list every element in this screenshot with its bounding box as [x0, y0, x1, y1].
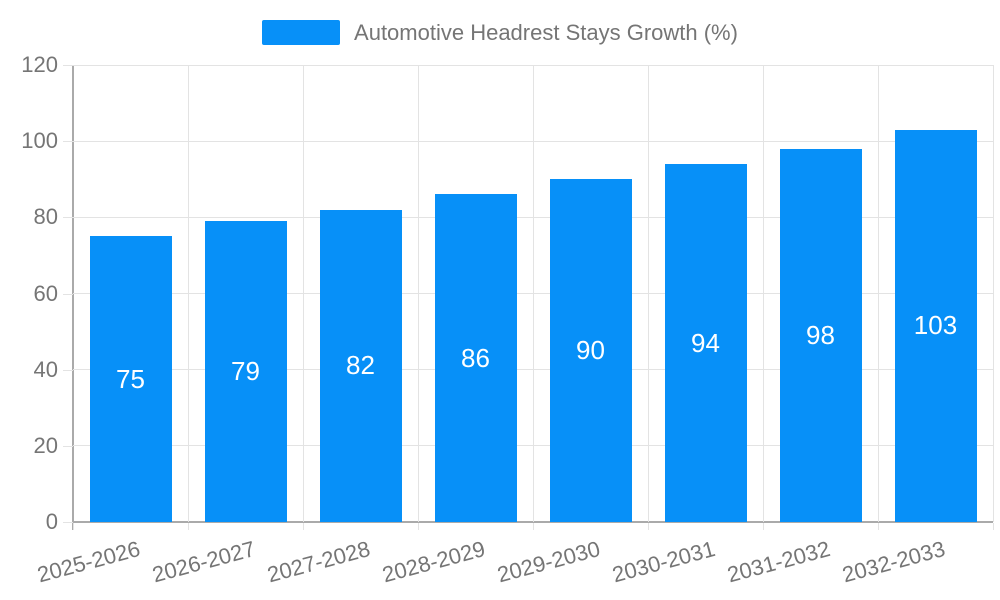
gridline-x-4 — [532, 65, 534, 522]
x-tick-label-2032-2033: 2032-2033 — [839, 536, 948, 588]
y-tick-mark — [63, 293, 73, 295]
y-tick-mark — [63, 65, 73, 66]
x-tick-mark — [647, 523, 649, 530]
y-axis-line — [72, 65, 74, 530]
bar-2028-2029: 86 — [434, 194, 517, 522]
x-tick-mark — [187, 523, 189, 530]
x-tick-mark — [302, 523, 304, 530]
y-tick-mark — [63, 369, 73, 371]
bar-value-label: 79 — [231, 356, 260, 387]
x-axis-tick-labels: 2025-2026 2026-2027 2027-2028 2028-2029 2029… — [35, 536, 993, 596]
y-axis-tick-labels: 0 20 40 60 80 100 120 — [0, 53, 58, 534]
x-tick-label-2025-2026: 2025-2026 — [34, 536, 143, 588]
gridline-x-3 — [417, 65, 419, 522]
bar-2025-2026: 75 — [89, 236, 172, 522]
bar-value-label: 82 — [346, 350, 375, 381]
y-tick-label-120: 120 — [21, 52, 58, 77]
y-tick-mark — [63, 217, 73, 219]
x-tick-label-2029-2030: 2029-2030 — [494, 536, 603, 588]
plot-area: 75 79 82 86 90 94 98 103 — [73, 64, 994, 522]
y-tick-label-0: 0 — [45, 509, 58, 534]
bar-value-label: 98 — [806, 319, 835, 350]
gridline-x-7 — [877, 65, 879, 522]
bar-2029-2030: 90 — [549, 179, 632, 522]
bar-2030-2031: 94 — [664, 164, 747, 522]
bar-2032-2033: 103 — [894, 129, 977, 522]
y-tick-mark — [63, 522, 73, 523]
bar-value-label: 86 — [461, 342, 490, 373]
y-tick-label-60: 60 — [33, 280, 58, 306]
y-tick-label-40: 40 — [33, 356, 58, 382]
gridline-x-8 — [992, 65, 994, 522]
legend-label: Automotive Headrest Stays Growth (%) — [354, 20, 738, 45]
x-tick-mark — [762, 523, 764, 530]
x-tick-label-2027-2028: 2027-2028 — [264, 536, 373, 588]
gridline-x-2 — [302, 65, 304, 522]
x-tick-label-2026-2027: 2026-2027 — [149, 536, 258, 588]
x-tick-mark — [992, 523, 994, 530]
bar-value-label: 103 — [913, 310, 958, 341]
legend-swatch — [262, 20, 341, 45]
y-tick-mark — [63, 141, 73, 143]
chart-legend[interactable]: Automotive Headrest Stays Growth (%) — [0, 20, 1000, 45]
x-tick-label-2030-2031: 2030-2031 — [609, 536, 718, 588]
y-tick-label-80: 80 — [33, 204, 58, 230]
x-tick-mark — [532, 523, 534, 530]
x-tick-mark — [72, 523, 74, 530]
bar-value-label: 94 — [691, 327, 720, 358]
y-tick-label-100: 100 — [21, 128, 58, 154]
bar-value-label: 90 — [576, 335, 605, 366]
x-tick-mark — [417, 523, 419, 530]
y-tick-mark — [63, 445, 73, 447]
x-tick-mark — [877, 523, 879, 530]
x-tick-label-2028-2029: 2028-2029 — [379, 536, 488, 588]
gridline-x-1 — [187, 65, 189, 522]
x-axis-line — [73, 521, 993, 523]
gridline-x-6 — [762, 65, 764, 522]
bar-value-label: 75 — [116, 363, 145, 394]
gridline-x-5 — [647, 65, 649, 522]
bar-2027-2028: 82 — [319, 209, 402, 522]
bar-2031-2032: 98 — [779, 148, 862, 522]
x-tick-label-2031-2032: 2031-2032 — [724, 536, 833, 588]
y-tick-label-20: 20 — [33, 432, 58, 458]
bar-2026-2027: 79 — [204, 221, 287, 522]
